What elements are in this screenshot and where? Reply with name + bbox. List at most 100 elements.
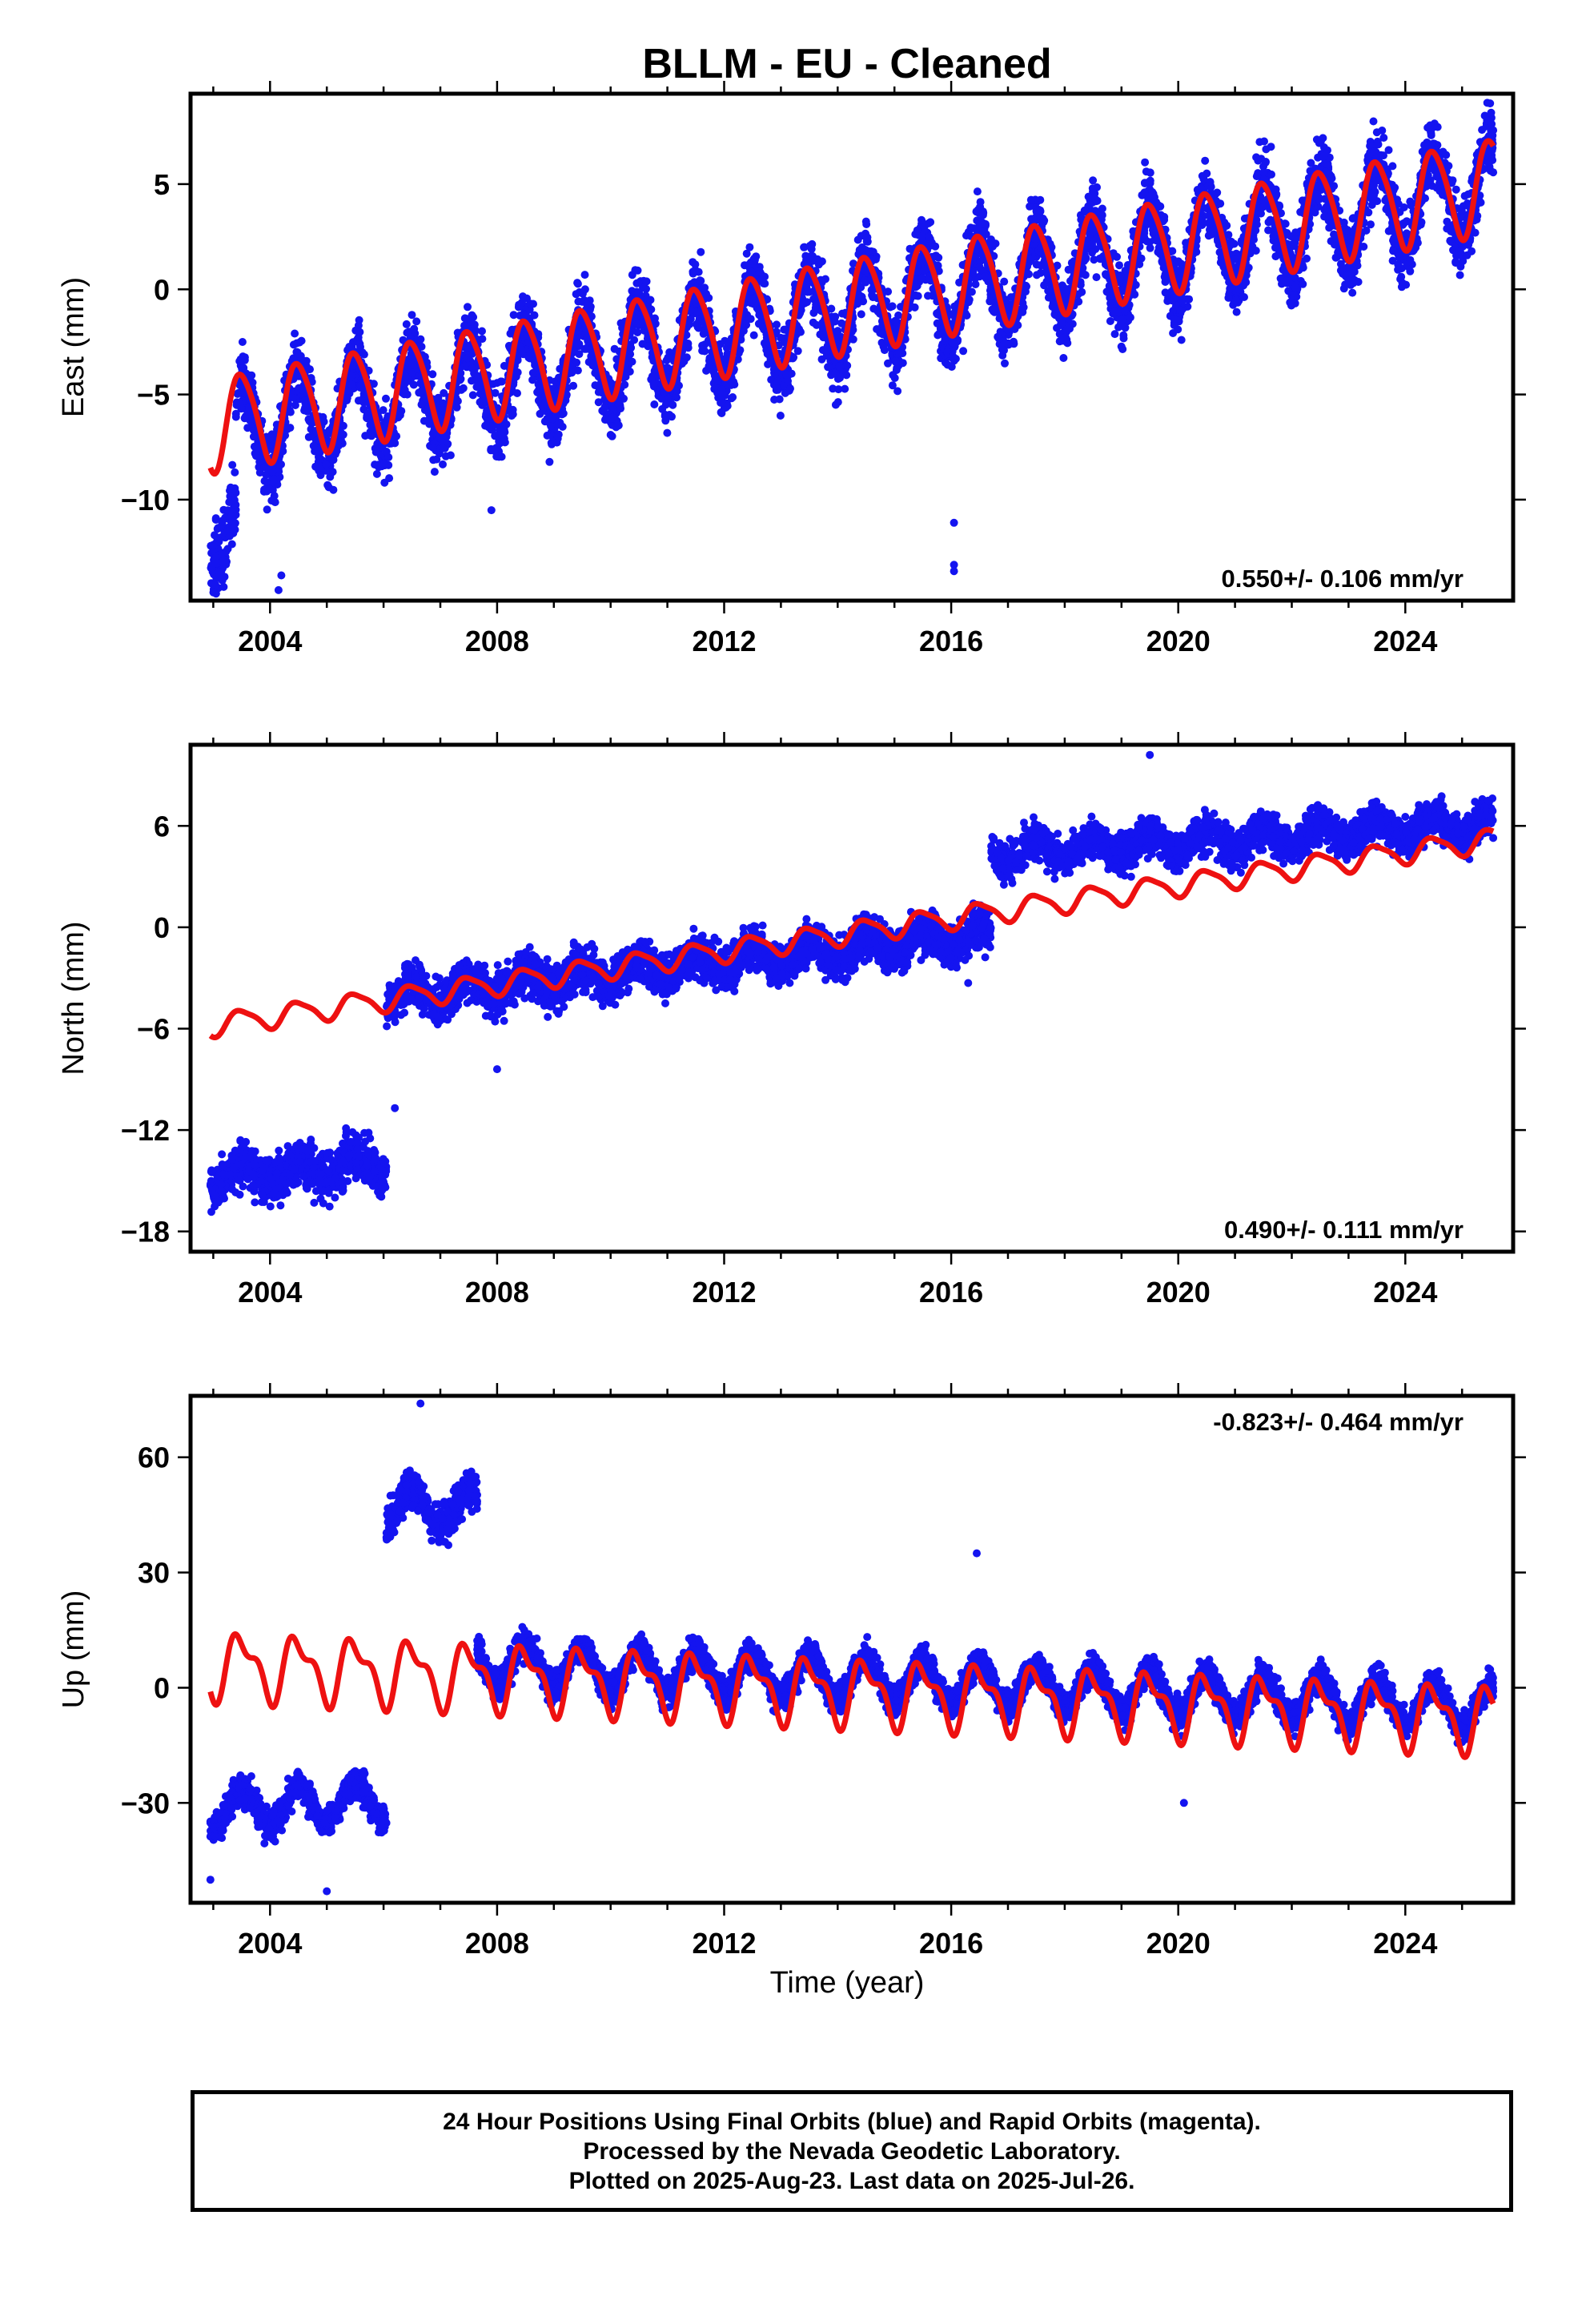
east-point: [1000, 277, 1009, 286]
east-point: [831, 400, 840, 409]
east-point: [869, 292, 877, 301]
east-point: [1117, 342, 1126, 351]
east-point: [1456, 271, 1464, 279]
east-point: [441, 452, 450, 460]
east-point: [491, 388, 500, 397]
east-point: [227, 512, 236, 521]
east-point: [1348, 288, 1357, 297]
east-point: [691, 260, 700, 269]
east-point: [1367, 220, 1375, 229]
east-point: [1299, 279, 1307, 288]
east-point: [460, 314, 469, 323]
east-point: [1232, 308, 1241, 316]
east-point: [225, 532, 234, 541]
east-point: [1227, 237, 1235, 246]
east-point: [1369, 117, 1378, 126]
east-point: [354, 396, 363, 405]
east-point: [1033, 271, 1041, 279]
east-point: [356, 343, 364, 352]
east-point: [545, 457, 554, 466]
east-point: [536, 409, 544, 418]
east-point: [385, 474, 394, 483]
east-point: [973, 187, 982, 196]
east-point: [379, 460, 388, 468]
east-point: [215, 568, 223, 576]
east-point: [355, 316, 363, 324]
east-point: [457, 385, 466, 394]
east-point: [215, 602, 223, 610]
east-point: [1267, 143, 1275, 151]
east-point: [580, 271, 589, 279]
east-point: [1397, 283, 1406, 292]
east-point: [218, 549, 226, 557]
east-point: [227, 540, 236, 549]
east-point: [219, 557, 227, 566]
east-point: [1146, 168, 1154, 177]
east-point: [286, 424, 295, 432]
east-point: [231, 468, 239, 476]
east-point: [207, 563, 215, 572]
east-point: [478, 335, 487, 344]
east-point: [697, 247, 705, 256]
east-point: [1254, 156, 1263, 165]
east-point: [1339, 218, 1348, 227]
east-point: [412, 317, 421, 326]
east-point: [408, 311, 416, 320]
east-point: [857, 310, 865, 319]
east-point: [1141, 158, 1150, 167]
east-point: [1384, 146, 1393, 155]
east-point: [468, 391, 477, 400]
east-point: [382, 394, 390, 403]
east-point: [891, 356, 900, 365]
east-point: [417, 400, 426, 409]
east-point: [773, 320, 781, 329]
east-point: [1460, 191, 1469, 200]
east-point: [1001, 359, 1009, 368]
east-point: [971, 280, 980, 288]
east-point: [1255, 138, 1264, 147]
east-point: [509, 311, 518, 320]
east-point: [1397, 272, 1406, 281]
east-point: [225, 498, 234, 506]
east-point: [291, 329, 299, 338]
east-point: [672, 392, 681, 401]
east-point: [238, 338, 247, 346]
east-point: [853, 235, 862, 244]
east-point: [749, 331, 758, 340]
east-point: [1423, 123, 1432, 132]
east-point: [218, 520, 227, 529]
east-point: [1430, 119, 1439, 128]
east-point: [402, 320, 411, 328]
east-point: [1106, 317, 1114, 325]
east-point: [572, 290, 580, 299]
east-point: [894, 348, 903, 357]
east-point: [439, 460, 447, 468]
east-point: [262, 470, 271, 479]
east-point: [218, 574, 227, 583]
east-point: [884, 287, 893, 296]
east-point: [396, 411, 404, 420]
east-point: [1115, 261, 1123, 270]
east-point: [745, 243, 754, 251]
east-point: [497, 452, 506, 461]
east-point: [912, 283, 920, 292]
east-point: [440, 388, 448, 397]
east-point: [1224, 293, 1233, 302]
east-point: [917, 215, 926, 224]
east-point: [219, 582, 228, 591]
east-point: [573, 279, 582, 288]
east-point: [975, 272, 984, 281]
east-point: [650, 400, 659, 408]
east-point: [1399, 203, 1408, 211]
east-point: [1032, 260, 1041, 269]
east-point: [1006, 293, 1015, 302]
east-point: [849, 335, 857, 344]
east-point: [428, 429, 437, 438]
east-point: [211, 514, 220, 523]
east-point: [464, 303, 472, 312]
east-point: [594, 398, 603, 407]
figure-title: BLLM - EU - Cleaned: [642, 41, 1051, 87]
